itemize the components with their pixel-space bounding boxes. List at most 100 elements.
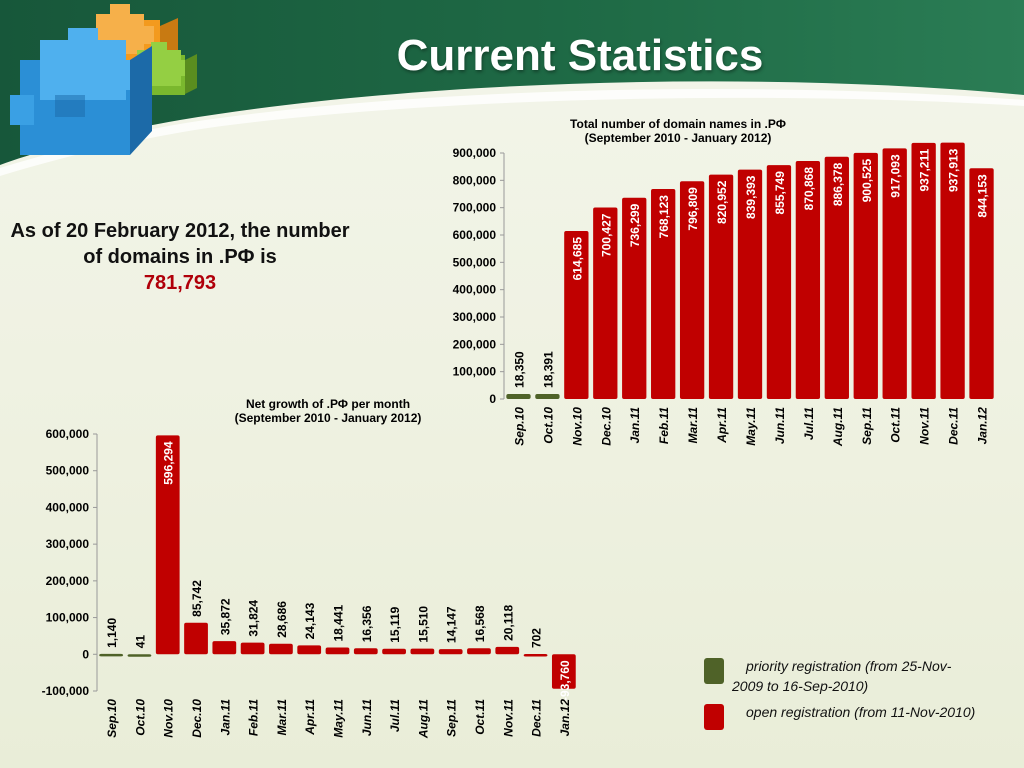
data-label: 20,118 [501,605,515,641]
plot-area: -100,000 0 100,000 200,000 300,000 400,000 500… [42,427,576,739]
x-tick-label: Dec.10 [599,407,613,446]
data-label: 16,356 [360,605,374,642]
legend-label-open: open registration (from 11-Nov-2010) [746,704,976,720]
y-tick-label: -100,000 [42,684,90,698]
data-label: 18,350 [512,351,526,388]
chart-subtitle: (September 2010 - January 2012) [235,411,422,425]
bar [824,156,849,399]
blue-cube-icon [10,28,152,155]
data-label: 24,143 [303,602,317,639]
x-tick-label: Jan.12 [558,699,572,737]
bar [766,165,792,399]
x-tick-label: Apr.11 [715,407,729,444]
bar [467,648,491,655]
x-tick-label: Aug.11 [416,699,430,739]
chart-title: Total number of domain names in .РФ [570,117,786,131]
bar [551,654,576,689]
bar [853,152,878,399]
y-tick-label: 800,000 [453,173,497,187]
x-tick-label: Jun.11 [360,699,374,736]
data-label: 937,913 [947,148,961,192]
y-tick-label: 900,000 [453,146,497,160]
chart-title: Net growth of .РФ per month [246,397,410,411]
data-label: 736,299 [628,203,642,247]
data-label: 839,393 [744,175,758,219]
data-label: 900,525 [860,159,874,203]
bar [564,230,589,399]
bar [212,641,237,655]
data-label: 85,742 [190,580,204,617]
bar [506,393,531,399]
x-tick-label: Oct.10 [133,699,147,736]
x-tick-label: Nov.11 [918,407,932,445]
bar [535,393,560,399]
data-label: 1,140 [105,618,119,648]
x-tick-label: Jul.11 [802,407,816,440]
bar [495,646,520,655]
summary-text: As of 20 February 2012, the number of do… [10,220,350,268]
x-tick-label: Sep.10 [512,407,526,446]
bar [325,647,350,655]
slide-title: Current Statistics [396,31,764,80]
bar [882,148,907,399]
data-label: -93,760 [558,660,572,701]
x-tick-label: Dec.10 [190,699,204,738]
x-tick-label: Oct.11 [473,699,487,735]
data-label: 35,872 [218,598,232,635]
data-label: 15,510 [416,606,430,643]
bar [593,207,618,399]
data-label: 844,153 [976,174,990,218]
x-tick-label: Dec.11 [530,699,544,737]
bar [708,174,734,399]
y-tick-label: 0 [489,392,496,406]
plot-area: 0 100,000 200,000 300,000 400,000 500,000 600,… [453,142,994,447]
x-tick-label: Apr.11 [303,699,317,736]
header-background [0,0,1024,176]
x-tick-label: Nov.10 [570,407,584,446]
net-growth-chart: Net growth of .РФ per month (September 2… [42,397,576,739]
data-label: 15,119 [388,606,402,642]
bar [523,654,548,657]
data-label: 14,147 [445,606,459,643]
bar [679,181,705,399]
domain-count-summary: As of 20 February 2012, the number of do… [10,218,350,296]
bar [269,643,293,655]
x-tick-label: Sep.11 [445,699,459,737]
bar [737,169,763,399]
x-tick-label: Mar.11 [686,407,700,444]
data-label: 796,809 [686,187,700,231]
bar [127,654,152,657]
puzzle-cubes-logo [10,4,197,155]
x-tick-label: Dec.11 [947,407,961,445]
y-tick-label: 500,000 [453,255,497,269]
x-tick-label: Oct.10 [541,407,555,444]
bar [795,160,821,399]
x-tick-label: Nov.11 [501,699,515,737]
data-label: 917,093 [889,154,903,198]
bar [99,653,124,657]
data-label: 768,123 [657,195,671,239]
x-tick-label: Jul.11 [388,699,402,732]
x-tick-label: Jan.11 [218,699,232,736]
bar [240,642,265,655]
bar [969,168,994,399]
bar [382,648,406,655]
bar [155,435,180,655]
x-tick-label: Jan.11 [628,407,642,444]
data-label: 702 [530,628,544,648]
data-label: 18,391 [541,351,555,388]
y-tick-label: 500,000 [46,464,90,478]
y-tick-label: 400,000 [46,500,90,514]
y-tick-label: 700,000 [453,201,497,215]
data-label: 937,211 [918,149,932,192]
y-tick-label: 600,000 [46,427,90,441]
data-label: 855,749 [773,171,787,215]
bar [911,142,936,400]
x-tick-label: Sep.11 [860,407,874,445]
legend-swatch-open [704,704,724,730]
y-tick-label: 0 [82,647,89,661]
data-label: 16,568 [473,605,487,642]
data-label: 820,952 [715,180,729,224]
bar [940,142,965,399]
y-tick-label: 200,000 [46,574,90,588]
